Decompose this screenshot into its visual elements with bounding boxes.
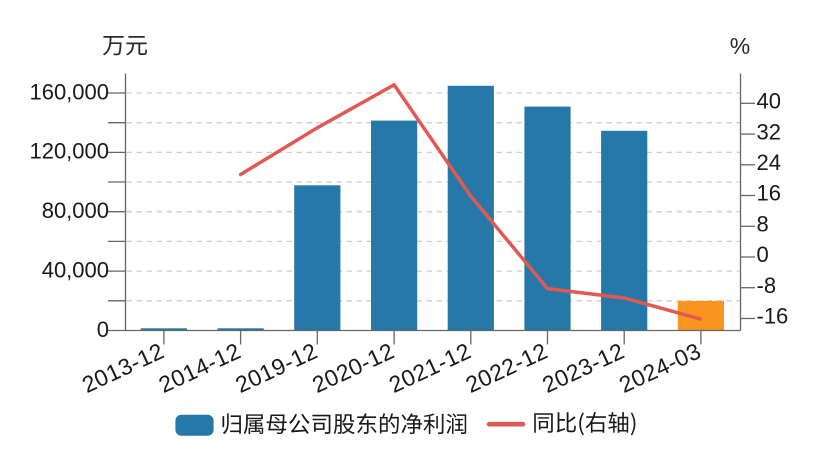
- svg-text:16: 16: [757, 181, 781, 206]
- svg-text:40,000: 40,000: [42, 257, 109, 282]
- svg-text:80,000: 80,000: [42, 198, 109, 223]
- svg-text:0: 0: [757, 242, 769, 267]
- svg-text:%: %: [730, 33, 750, 59]
- svg-text:120,000: 120,000: [29, 139, 109, 164]
- svg-text:32: 32: [757, 119, 781, 144]
- svg-text:-8: -8: [757, 273, 777, 298]
- svg-text:0: 0: [97, 317, 109, 342]
- svg-text:-16: -16: [757, 304, 789, 329]
- svg-text:160,000: 160,000: [29, 79, 109, 104]
- svg-text:24: 24: [757, 150, 781, 175]
- svg-text:40: 40: [757, 89, 781, 114]
- svg-text:8: 8: [757, 212, 769, 237]
